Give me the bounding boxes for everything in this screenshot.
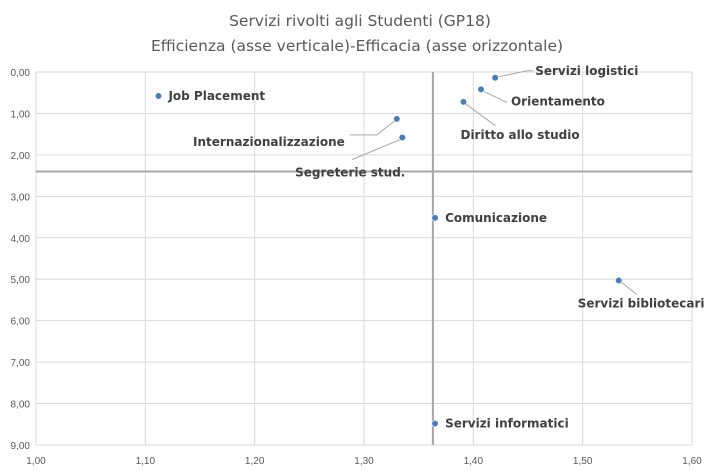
data-label: Comunicazione xyxy=(445,211,547,225)
x-tick-label: 1,40 xyxy=(464,456,484,467)
data-point xyxy=(615,276,623,285)
y-tick-label: 1,00 xyxy=(11,109,31,120)
data-label: Segreterie stud. xyxy=(295,165,405,179)
data-label: Job Placement xyxy=(167,89,265,103)
reference-lines xyxy=(36,72,692,445)
x-tick-label: 1,50 xyxy=(573,456,593,467)
data-point xyxy=(393,115,401,123)
y-tick-label: 5,00 xyxy=(11,275,31,286)
data-label: Diritto allo studio xyxy=(460,128,579,142)
chart-title: Servizi rivolti agli Studenti (GP18) xyxy=(229,12,491,30)
data-point xyxy=(477,85,485,94)
data-point xyxy=(154,92,163,100)
leader-line xyxy=(621,282,638,295)
grid-layer xyxy=(35,71,693,446)
y-tick-label: 7,00 xyxy=(11,358,31,369)
x-tick-label: 1,00 xyxy=(26,456,46,467)
data-points xyxy=(154,74,623,428)
x-tick-label: 1,20 xyxy=(245,456,265,467)
y-tick-label: 8,00 xyxy=(11,400,31,411)
x-axis-ticks: 1,00 1,10 1,20 1,30 1,40 1,50 1,60 xyxy=(26,456,702,467)
data-point xyxy=(431,419,439,428)
leader-line xyxy=(498,70,534,78)
data-label: Servizi logistici xyxy=(535,64,638,78)
data-point xyxy=(398,133,406,142)
data-point xyxy=(431,214,439,222)
leader-lines xyxy=(349,70,638,295)
y-tick-label: 2,00 xyxy=(11,151,31,162)
leader-line xyxy=(465,103,496,127)
data-label: Internazionalizzazione xyxy=(193,135,345,149)
y-tick-label: 3,00 xyxy=(11,192,31,203)
x-tick-label: 1,60 xyxy=(682,456,702,467)
data-labels: Job Placement Internazionalizzazione Segre… xyxy=(167,64,704,431)
y-axis-ticks: 0,00 1,00 2,00 3,00 4,00 5,00 6,00 7,00 8,00 9,00 xyxy=(11,68,31,452)
leader-line xyxy=(352,139,401,160)
leader-line xyxy=(483,90,508,103)
x-tick-label: 1,10 xyxy=(136,456,156,467)
data-point xyxy=(459,98,468,106)
leader-line xyxy=(349,120,396,136)
x-tick-label: 1,30 xyxy=(354,456,374,467)
data-label: Servizi informatici xyxy=(445,416,569,430)
y-tick-label: 0,00 xyxy=(11,68,31,79)
data-point xyxy=(491,74,499,82)
chart-subtitle: Efficienza (asse verticale)-Efficacia (a… xyxy=(151,37,563,55)
data-label: Servizi bibliotecari xyxy=(578,296,705,310)
y-tick-label: 6,00 xyxy=(11,317,31,328)
data-label: Orientamento xyxy=(511,94,605,108)
y-tick-label: 4,00 xyxy=(11,234,31,245)
y-tick-label: 9,00 xyxy=(11,441,31,452)
